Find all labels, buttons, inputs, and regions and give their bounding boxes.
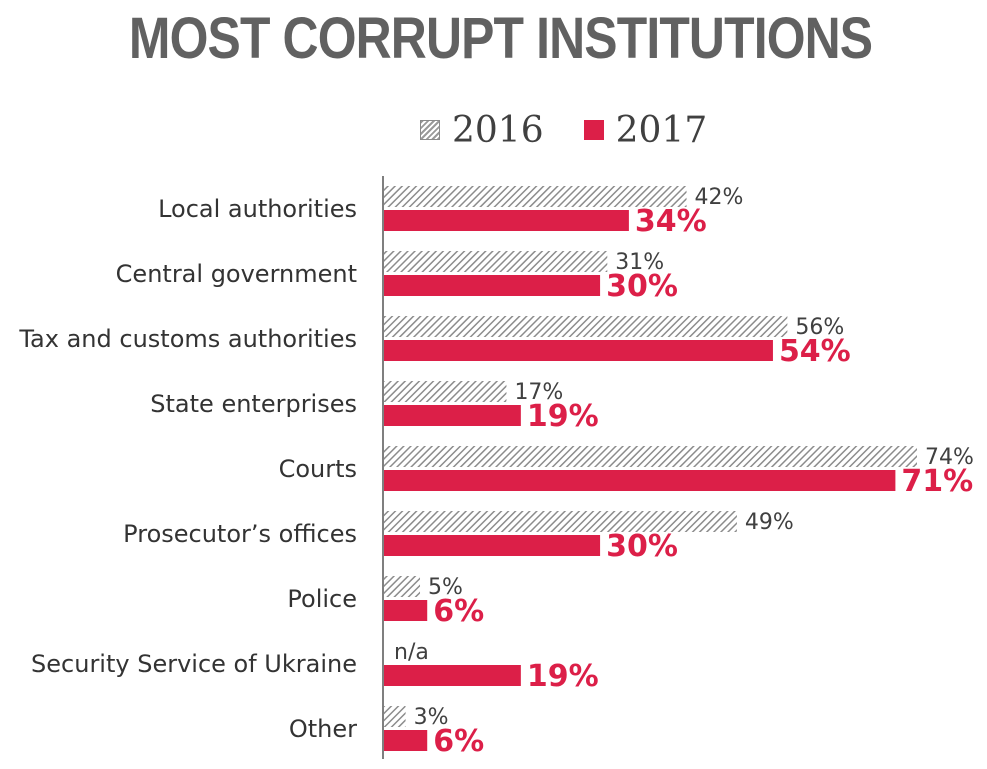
data-label-2017: 54% — [779, 334, 851, 369]
data-label-2017: 6% — [433, 594, 484, 629]
bar-2016 — [384, 446, 917, 467]
category-label: Security Service of Ukraine — [31, 650, 357, 678]
bar-2017 — [384, 665, 521, 686]
data-label-2017: 34% — [635, 204, 707, 239]
data-label-2017: 71% — [901, 464, 973, 499]
data-label-2016: 5% — [428, 575, 463, 600]
category-label: Tax and customs authorities — [18, 325, 357, 353]
legend-item-2017: 2017 — [583, 109, 708, 151]
legend: 2016 2017 — [420, 108, 747, 152]
data-label-2016: 74% — [925, 445, 974, 470]
data-label-2016: 17% — [514, 380, 563, 405]
data-label-2016: 42% — [695, 185, 744, 210]
data-label-2016: n/a — [394, 640, 429, 665]
bar-2016 — [384, 251, 608, 272]
data-label-2016: 56% — [795, 315, 844, 340]
category-label: Prosecutor’s offices — [123, 520, 357, 548]
data-label-2016: 3% — [414, 705, 449, 730]
data-label-2016: 31% — [615, 250, 664, 275]
bar-chart: Local authorities 42%34% Central governmen… — [18, 176, 974, 759]
bar-2017 — [384, 730, 428, 751]
bar-2017 — [384, 340, 773, 361]
bar-2016 — [384, 576, 421, 597]
data-label-2017: 6% — [433, 724, 484, 759]
bar-2016 — [384, 316, 788, 337]
bar-2017 — [384, 470, 896, 491]
category-label: State enterprises — [150, 390, 357, 418]
legend-label-2017: 2017 — [615, 109, 708, 151]
bar-2017 — [384, 275, 601, 296]
category-label: Central government — [116, 260, 357, 288]
category-label: Local authorities — [158, 195, 357, 223]
bar-2016 — [384, 511, 737, 532]
bar-2016 — [384, 186, 687, 207]
category-label: Courts — [279, 455, 357, 483]
data-label-2017: 19% — [527, 399, 599, 434]
data-label-2017: 30% — [606, 529, 678, 564]
legend-swatch-2017 — [583, 120, 604, 140]
data-label-2017: 19% — [527, 659, 599, 694]
bar-2017 — [384, 535, 601, 556]
legend-label-2016: 2016 — [452, 109, 544, 151]
bar-2017 — [384, 405, 521, 426]
data-label-2016: 49% — [745, 510, 794, 535]
bar-2016 — [384, 706, 406, 727]
legend-swatch-2016 — [420, 120, 440, 140]
data-label-2017: 30% — [606, 269, 678, 304]
category-label: Other — [289, 715, 357, 743]
legend-item-2016: 2016 — [420, 110, 544, 151]
bar-2016 — [384, 381, 507, 402]
chart-title: MOST CORRUPT INSTITUTIONS — [128, 6, 873, 71]
category-label: Police — [287, 585, 357, 613]
bar-2017 — [384, 210, 629, 231]
bar-2017 — [384, 600, 428, 621]
